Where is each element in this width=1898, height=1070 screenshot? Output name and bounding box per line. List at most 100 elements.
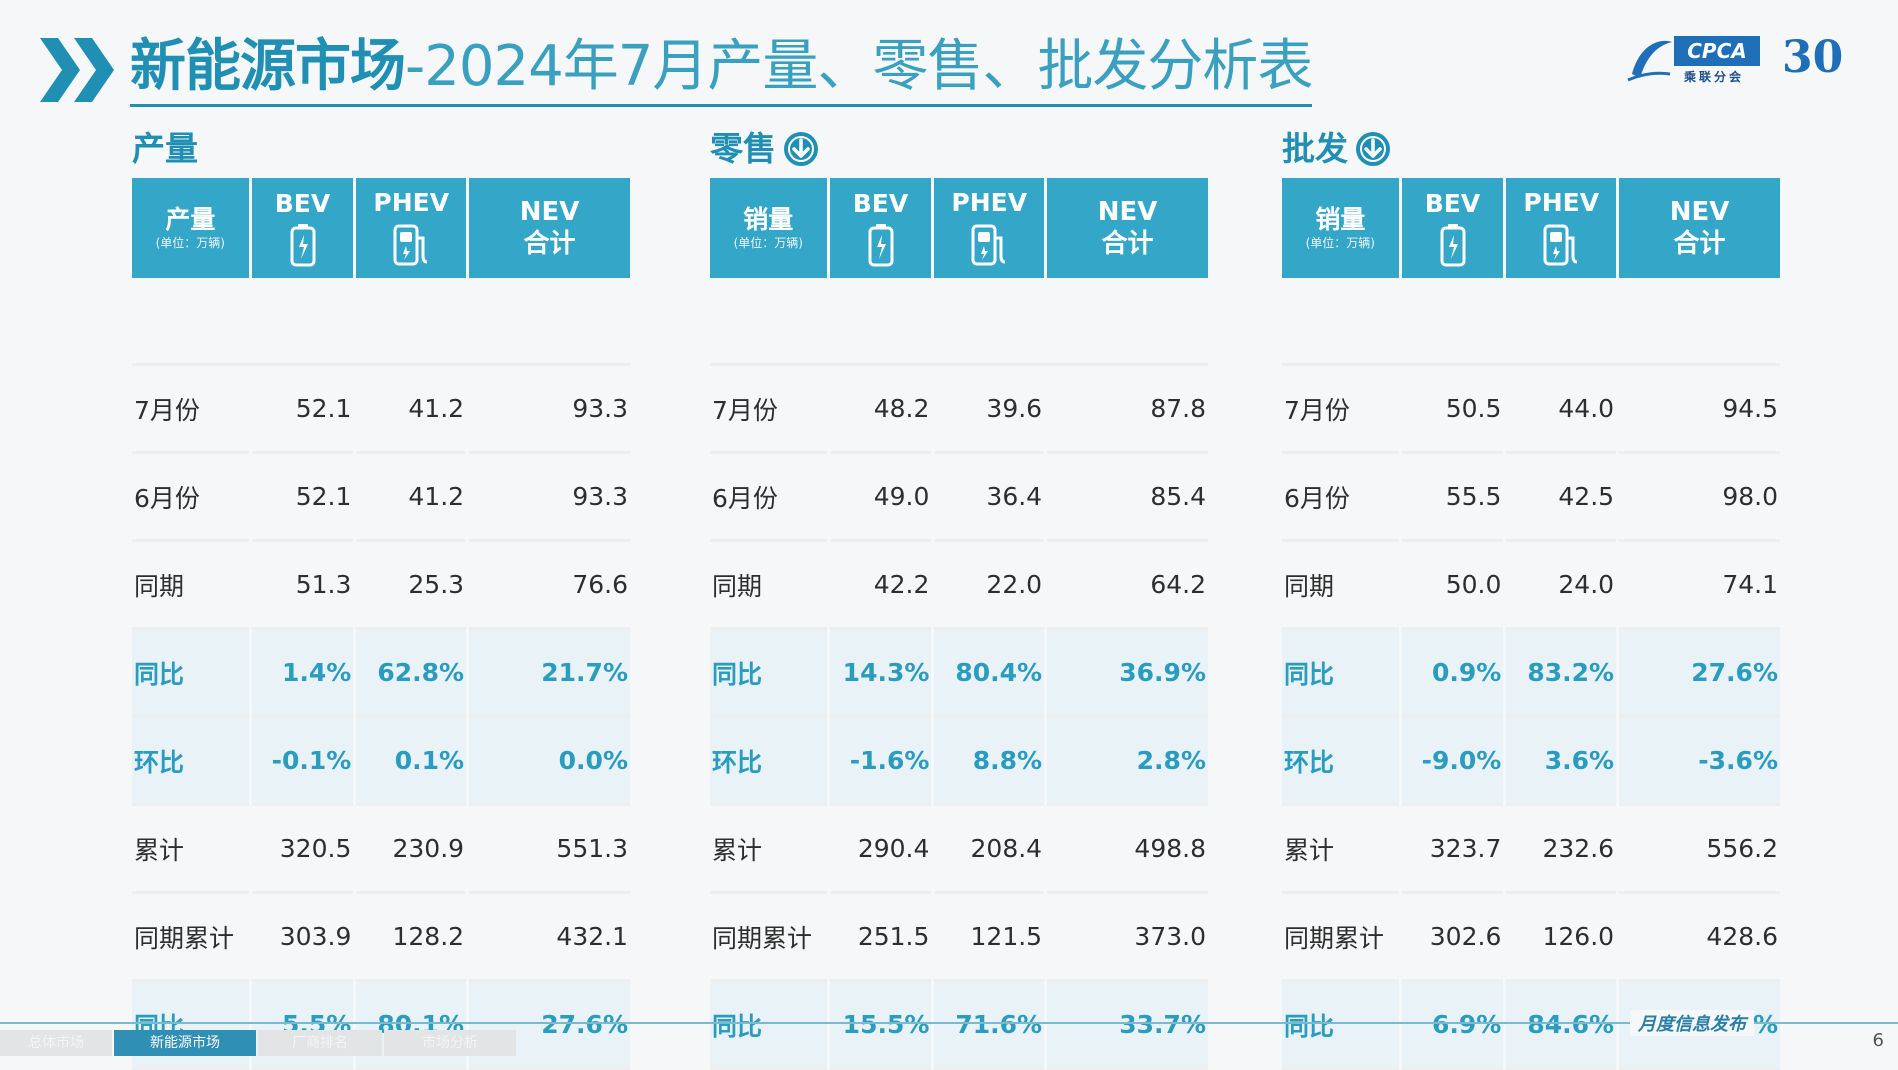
row-label: 累计 [1282, 806, 1399, 894]
bev-header: BEV [829, 178, 932, 278]
row-header-cell: 产量 (单位：万辆) [132, 178, 249, 278]
table-row: 7月份 52.1 41.2 93.3 [132, 366, 630, 454]
page-title-rest: -2024年7月产量、零售、批发分析表 [405, 34, 1313, 99]
row-header-cell: 销量 (单位：万辆) [710, 178, 827, 278]
footer-tab-3[interactable]: 市场分析 [384, 1030, 516, 1056]
nev-header-total: 合计 [1673, 229, 1726, 259]
bev-header-label: BEV [274, 189, 331, 218]
table-row: 同比 15.5% 71.6% 33.7% [710, 982, 1208, 1070]
bev-value: 251.5 [829, 894, 932, 982]
row-label: 累计 [132, 806, 249, 894]
phev-value: 128.2 [356, 894, 467, 982]
footer-tab-1[interactable]: 新能源市场 [114, 1030, 256, 1056]
bev-value: 6.9% [1401, 982, 1504, 1070]
footer-brand: 月度信息发布 [1630, 1010, 1754, 1036]
row-label: 同期 [1282, 542, 1399, 630]
table-row: 同期累计 251.5 121.5 373.0 [710, 894, 1208, 982]
row-label: 同比 [710, 630, 827, 718]
data-table: 产量 (单位：万辆) BEV PHEV NEV 合计 7月份 52.1 41.2 93.3 6月份 5… [129, 178, 633, 1070]
table-row: 同比 5.5% 80.1% 27.6% [132, 982, 630, 1070]
row-label: 同比 [132, 982, 249, 1070]
nev-value: 21.7% [469, 630, 630, 718]
table-header-row: 销量 (单位：万辆) BEV PHEV NEV 合计 [1282, 178, 1780, 278]
phev-value: 126.0 [1506, 894, 1617, 982]
bev-header: BEV [251, 178, 354, 278]
section-label-text: 批发 [1282, 129, 1348, 168]
row-label: 同比 [1282, 982, 1399, 1070]
table-row: 同期 50.0 24.0 74.1 [1282, 542, 1780, 630]
nev-value: 33.7% [1047, 982, 1208, 1070]
bev-value: 1.4% [251, 630, 354, 718]
nev-header-label: NEV [519, 197, 580, 227]
row-label: 6月份 [132, 454, 249, 542]
bev-header-label: BEV [1424, 189, 1481, 218]
phev-value: 3.6% [1506, 718, 1617, 806]
table-row: 累计 320.5 230.9 551.3 [132, 806, 630, 894]
nev-value: 432.1 [469, 894, 630, 982]
bev-value: 323.7 [1401, 806, 1504, 894]
nev-value: 93.3 [469, 366, 630, 454]
nev-value: 64.2 [1047, 542, 1208, 630]
table-row: 同比 0.9% 83.2% 27.6% [1282, 630, 1780, 718]
row-label: 同期 [132, 542, 249, 630]
bev-value: 303.9 [251, 894, 354, 982]
row-label: 环比 [1282, 718, 1399, 806]
phev-value: 39.6 [934, 366, 1045, 454]
phev-value: 42.5 [1506, 454, 1617, 542]
footer-tabs: 总体市场 新能源市场 厂商排名 市场分析 [0, 1030, 518, 1056]
nev-value: 27.6% [469, 982, 630, 1070]
table-row: 7月份 48.2 39.6 87.8 [710, 366, 1208, 454]
row-label: 同比 [1282, 630, 1399, 718]
table-row: 同期 42.2 22.0 64.2 [710, 542, 1208, 630]
battery-icon [1440, 224, 1465, 267]
section-label-text: 零售 [710, 129, 776, 168]
nev-value: 85.4 [1047, 454, 1208, 542]
footer-divider [0, 1022, 1898, 1024]
phev-value: 80.1% [356, 982, 467, 1070]
row-header-title: 销量 [743, 205, 794, 234]
battery-icon [290, 224, 315, 267]
phev-value: 71.6% [934, 982, 1045, 1070]
bev-value: 320.5 [251, 806, 354, 894]
section-label: 零售 [710, 124, 820, 174]
footer-tab-0[interactable]: 总体市场 [0, 1030, 112, 1056]
row-label: 同期累计 [132, 894, 249, 982]
row-label: 环比 [132, 718, 249, 806]
battery-icon [868, 224, 893, 267]
nev-value: 373.0 [1047, 894, 1208, 982]
phev-value: 41.2 [356, 366, 467, 454]
nev-value: 498.8 [1047, 806, 1208, 894]
phev-value: 84.6% [1506, 982, 1617, 1070]
nev-header-label: NEV [1097, 197, 1158, 227]
bev-value: 50.5 [1401, 366, 1504, 454]
row-label: 6月份 [1282, 454, 1399, 542]
bev-value: 0.9% [1401, 630, 1504, 718]
phev-value: 25.3 [356, 542, 467, 630]
phev-value: 36.4 [934, 454, 1045, 542]
bev-header-label: BEV [852, 189, 909, 218]
row-label: 同比 [710, 982, 827, 1070]
bev-value: 290.4 [829, 806, 932, 894]
cpca-swoosh-icon [1627, 40, 1672, 82]
row-label: 累计 [710, 806, 827, 894]
nev-header-label: NEV [1669, 197, 1730, 227]
table-row: 6月份 55.5 42.5 98.0 [1282, 454, 1780, 542]
nev-header: NEV 合计 [469, 178, 630, 278]
bev-header: BEV [1401, 178, 1504, 278]
bev-value: -0.1% [251, 718, 354, 806]
nev-value: 2.8% [1047, 718, 1208, 806]
table-row: 同期 51.3 25.3 76.6 [132, 542, 630, 630]
unit-label: (单位：万辆) [1305, 236, 1375, 250]
bev-value: 50.0 [1401, 542, 1504, 630]
phev-value: 41.2 [356, 454, 467, 542]
table-row: 环比 -9.0% 3.6% -3.6% [1282, 718, 1780, 806]
footer-tab-2[interactable]: 厂商排名 [258, 1030, 382, 1056]
phev-value: 121.5 [934, 894, 1045, 982]
phev-header-label: PHEV [1523, 188, 1600, 217]
nev-value: 27.6% [1619, 630, 1780, 718]
row-label: 同期累计 [1282, 894, 1399, 982]
nev-value: 76.6 [469, 542, 630, 630]
table-row: 同比 14.3% 80.4% 36.9% [710, 630, 1208, 718]
section-label: 批发 [1282, 124, 1392, 174]
table-row: 累计 290.4 208.4 498.8 [710, 806, 1208, 894]
